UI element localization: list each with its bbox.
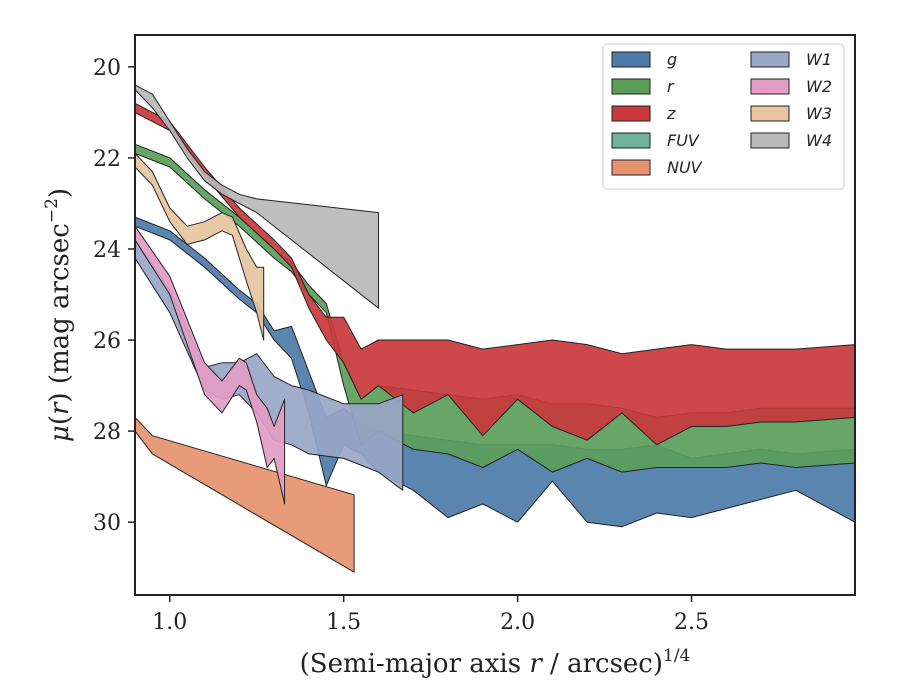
legend-label-w1: W1 bbox=[806, 50, 832, 69]
y-tick-label: 24 bbox=[93, 238, 121, 263]
y-tick-label: 20 bbox=[93, 56, 121, 81]
x-tick-label: 1.5 bbox=[326, 610, 361, 635]
band-w4 bbox=[134, 84, 379, 309]
series-areas bbox=[134, 84, 856, 573]
legend-label-r: r bbox=[667, 77, 675, 96]
x-tick-label: 2.5 bbox=[674, 610, 709, 635]
y-tick-label: 22 bbox=[93, 147, 121, 172]
band-w3 bbox=[134, 152, 265, 341]
plot-frame bbox=[134, 34, 856, 596]
y-tick-label: 28 bbox=[93, 420, 121, 445]
legend-swatch-g bbox=[611, 51, 651, 68]
x-tick-label: 2.0 bbox=[500, 610, 535, 635]
legend-swatch-r bbox=[611, 78, 651, 95]
legend-label-w4: W4 bbox=[806, 131, 832, 150]
legend-swatch-w4 bbox=[750, 132, 790, 149]
legend-label-w2: W2 bbox=[806, 77, 832, 96]
y-tick-label: 26 bbox=[93, 329, 121, 354]
legend-swatch-z bbox=[611, 105, 651, 122]
legend-swatch-w1 bbox=[750, 51, 790, 68]
legend-label-fuv: FUV bbox=[667, 131, 700, 150]
legend-swatch-w3 bbox=[750, 105, 790, 122]
x-axis-ticks: 1.0 1.5 2.0 2.5 bbox=[152, 595, 709, 635]
legend-label-nuv: NUV bbox=[667, 158, 703, 177]
y-axis-ticks: 20 22 24 26 28 30 bbox=[93, 56, 135, 536]
y-axis-label: μ(r) (mag arcsec−2) bbox=[42, 188, 75, 442]
x-tick-label: 1.0 bbox=[152, 610, 187, 635]
y-tick-label: 30 bbox=[93, 511, 121, 536]
legend-swatch-nuv bbox=[611, 159, 651, 176]
legend: grz FUV NUV W1 W2 W3 W4 bbox=[602, 43, 845, 190]
legend-swatch-w2 bbox=[750, 78, 790, 95]
legend-label-g: g bbox=[667, 50, 677, 69]
band-w2 bbox=[134, 225, 286, 505]
legend-label-z: z bbox=[666, 104, 676, 123]
legend-label-w3: W3 bbox=[806, 104, 832, 123]
legend-swatch-fuv bbox=[611, 132, 651, 149]
x-axis-label: (Semi-major axis r / arcsec)1/4 bbox=[300, 646, 691, 679]
